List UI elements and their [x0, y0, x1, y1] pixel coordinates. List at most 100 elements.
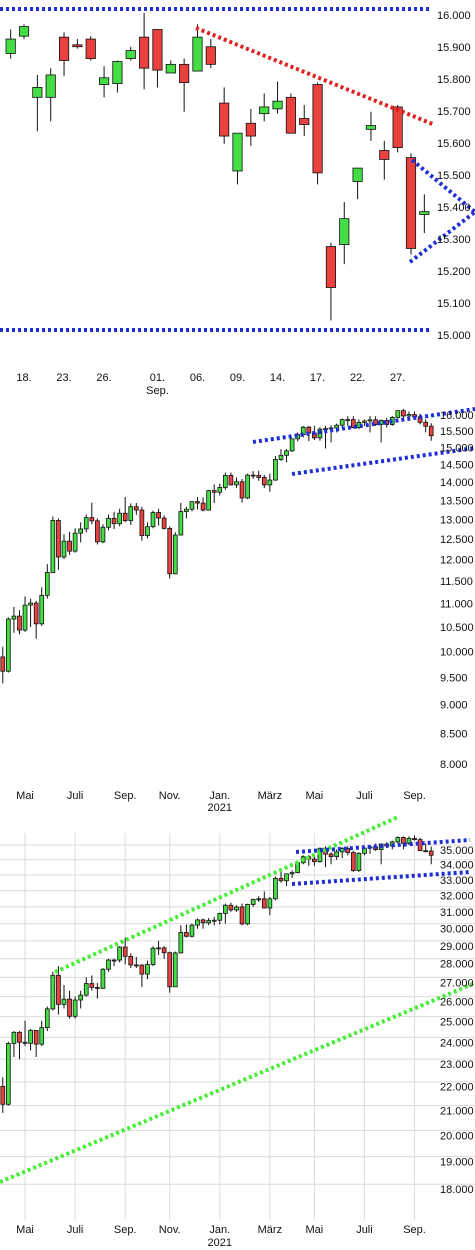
candle-body	[200, 502, 206, 511]
x-tick-label: Juli	[67, 790, 84, 802]
x-tick-label: Juli	[67, 1224, 84, 1236]
y-tick-label: 15.200	[437, 266, 471, 278]
candle-body	[100, 968, 106, 989]
candle-body	[72, 44, 83, 48]
candle-body	[245, 904, 250, 925]
candle-body	[89, 517, 95, 522]
candle-body	[395, 410, 401, 418]
candle-body	[299, 118, 310, 125]
candle-body	[128, 955, 134, 966]
candle-body	[256, 474, 262, 478]
y-tick-label: 23.000	[440, 1059, 474, 1071]
candle-body	[423, 850, 429, 853]
candle-body	[0, 656, 6, 672]
candle-body	[419, 211, 430, 215]
candle-body	[145, 964, 150, 975]
y-tick-label: 13.000	[440, 514, 474, 526]
candle-body	[95, 520, 100, 543]
y-tick-label: 16.000	[440, 410, 474, 422]
candle-body	[128, 506, 134, 522]
candle-body	[273, 459, 278, 481]
x-tick-label: März	[258, 790, 282, 802]
candle-body	[44, 1008, 50, 1029]
candle-body	[106, 517, 111, 528]
y-tick-label: 18.000	[440, 1184, 474, 1196]
y-tick-label: 31.000	[440, 907, 474, 919]
candle-body	[222, 474, 228, 488]
candle-body	[232, 132, 243, 172]
candle-body	[58, 36, 70, 61]
candle-body	[85, 38, 96, 59]
candle-body	[412, 837, 417, 841]
candle-body	[272, 100, 283, 110]
candle-body	[245, 122, 256, 137]
y-tick-label: 8.500	[440, 729, 468, 741]
y-tick-label: 12.000	[440, 555, 474, 567]
candle-body	[150, 947, 156, 966]
candle-body	[350, 852, 356, 871]
x-tick-label: 22.	[350, 372, 365, 384]
candle-body	[156, 512, 161, 519]
candle-body	[211, 490, 217, 493]
candle-body	[367, 419, 373, 422]
candle-body	[178, 932, 184, 954]
candle-body	[362, 420, 367, 423]
candle-body	[217, 912, 223, 921]
x-tick-label: Mai	[306, 1224, 324, 1236]
x-tick-label: 23.	[56, 372, 71, 384]
y-tick-label: 11.000	[440, 599, 473, 611]
y-tick-label: 15.000	[437, 330, 471, 342]
triangle-line	[408, 210, 475, 264]
candle-body	[22, 1041, 28, 1044]
x-tick-label: Jan.	[209, 790, 230, 802]
candle-body	[406, 837, 412, 844]
candle-body	[152, 29, 163, 71]
candle-body	[11, 615, 17, 620]
y-tick-label: 10.000	[440, 647, 474, 659]
y-tick-label: 30.000	[440, 924, 474, 936]
candle-body	[395, 837, 401, 843]
candle-body	[228, 474, 234, 486]
candle-body	[206, 920, 212, 924]
y-tick-label: 15.000	[440, 442, 474, 454]
candle-body	[18, 26, 30, 37]
candle-body	[78, 528, 84, 534]
candle-body	[33, 1030, 39, 1045]
candle-body	[200, 919, 206, 924]
x-tick-label: Juli	[356, 790, 373, 802]
candle-body	[228, 904, 234, 911]
y-tick-label: 15.300	[437, 234, 471, 246]
candle-body	[352, 167, 363, 182]
candle-body	[17, 615, 22, 631]
y-tick-label: 24.000	[440, 1037, 474, 1049]
candle-body	[239, 481, 245, 499]
candle-body	[195, 501, 200, 504]
x-tick-label: Sep.	[403, 790, 426, 802]
candle-body	[167, 528, 173, 575]
candle-body	[61, 540, 67, 558]
candle-body	[111, 517, 117, 525]
candle-body	[428, 850, 434, 856]
candle-body	[195, 919, 200, 926]
candle-body	[5, 38, 16, 54]
y-tick-label: 29.000	[440, 941, 474, 953]
candle-body	[350, 419, 356, 428]
y-tick-label: 28.000	[440, 959, 474, 971]
candle-body	[5, 618, 11, 672]
candle-body	[312, 858, 317, 863]
candle-body	[256, 898, 262, 901]
candle-body	[117, 946, 122, 961]
candle-body	[72, 999, 78, 1017]
candle-body	[139, 964, 145, 975]
candle-body	[345, 419, 351, 422]
x-tick-label: 09.	[230, 372, 245, 384]
candle-body	[117, 512, 122, 525]
y-tick-label: 15.400	[437, 202, 471, 214]
x-tick-label: Sep.	[403, 1224, 426, 1236]
candle-body	[167, 952, 173, 988]
candle-body	[334, 851, 339, 858]
y-tick-label: 15.600	[437, 138, 471, 150]
candle-body	[172, 952, 178, 988]
candle-body	[217, 486, 223, 493]
candle-body	[184, 932, 189, 937]
